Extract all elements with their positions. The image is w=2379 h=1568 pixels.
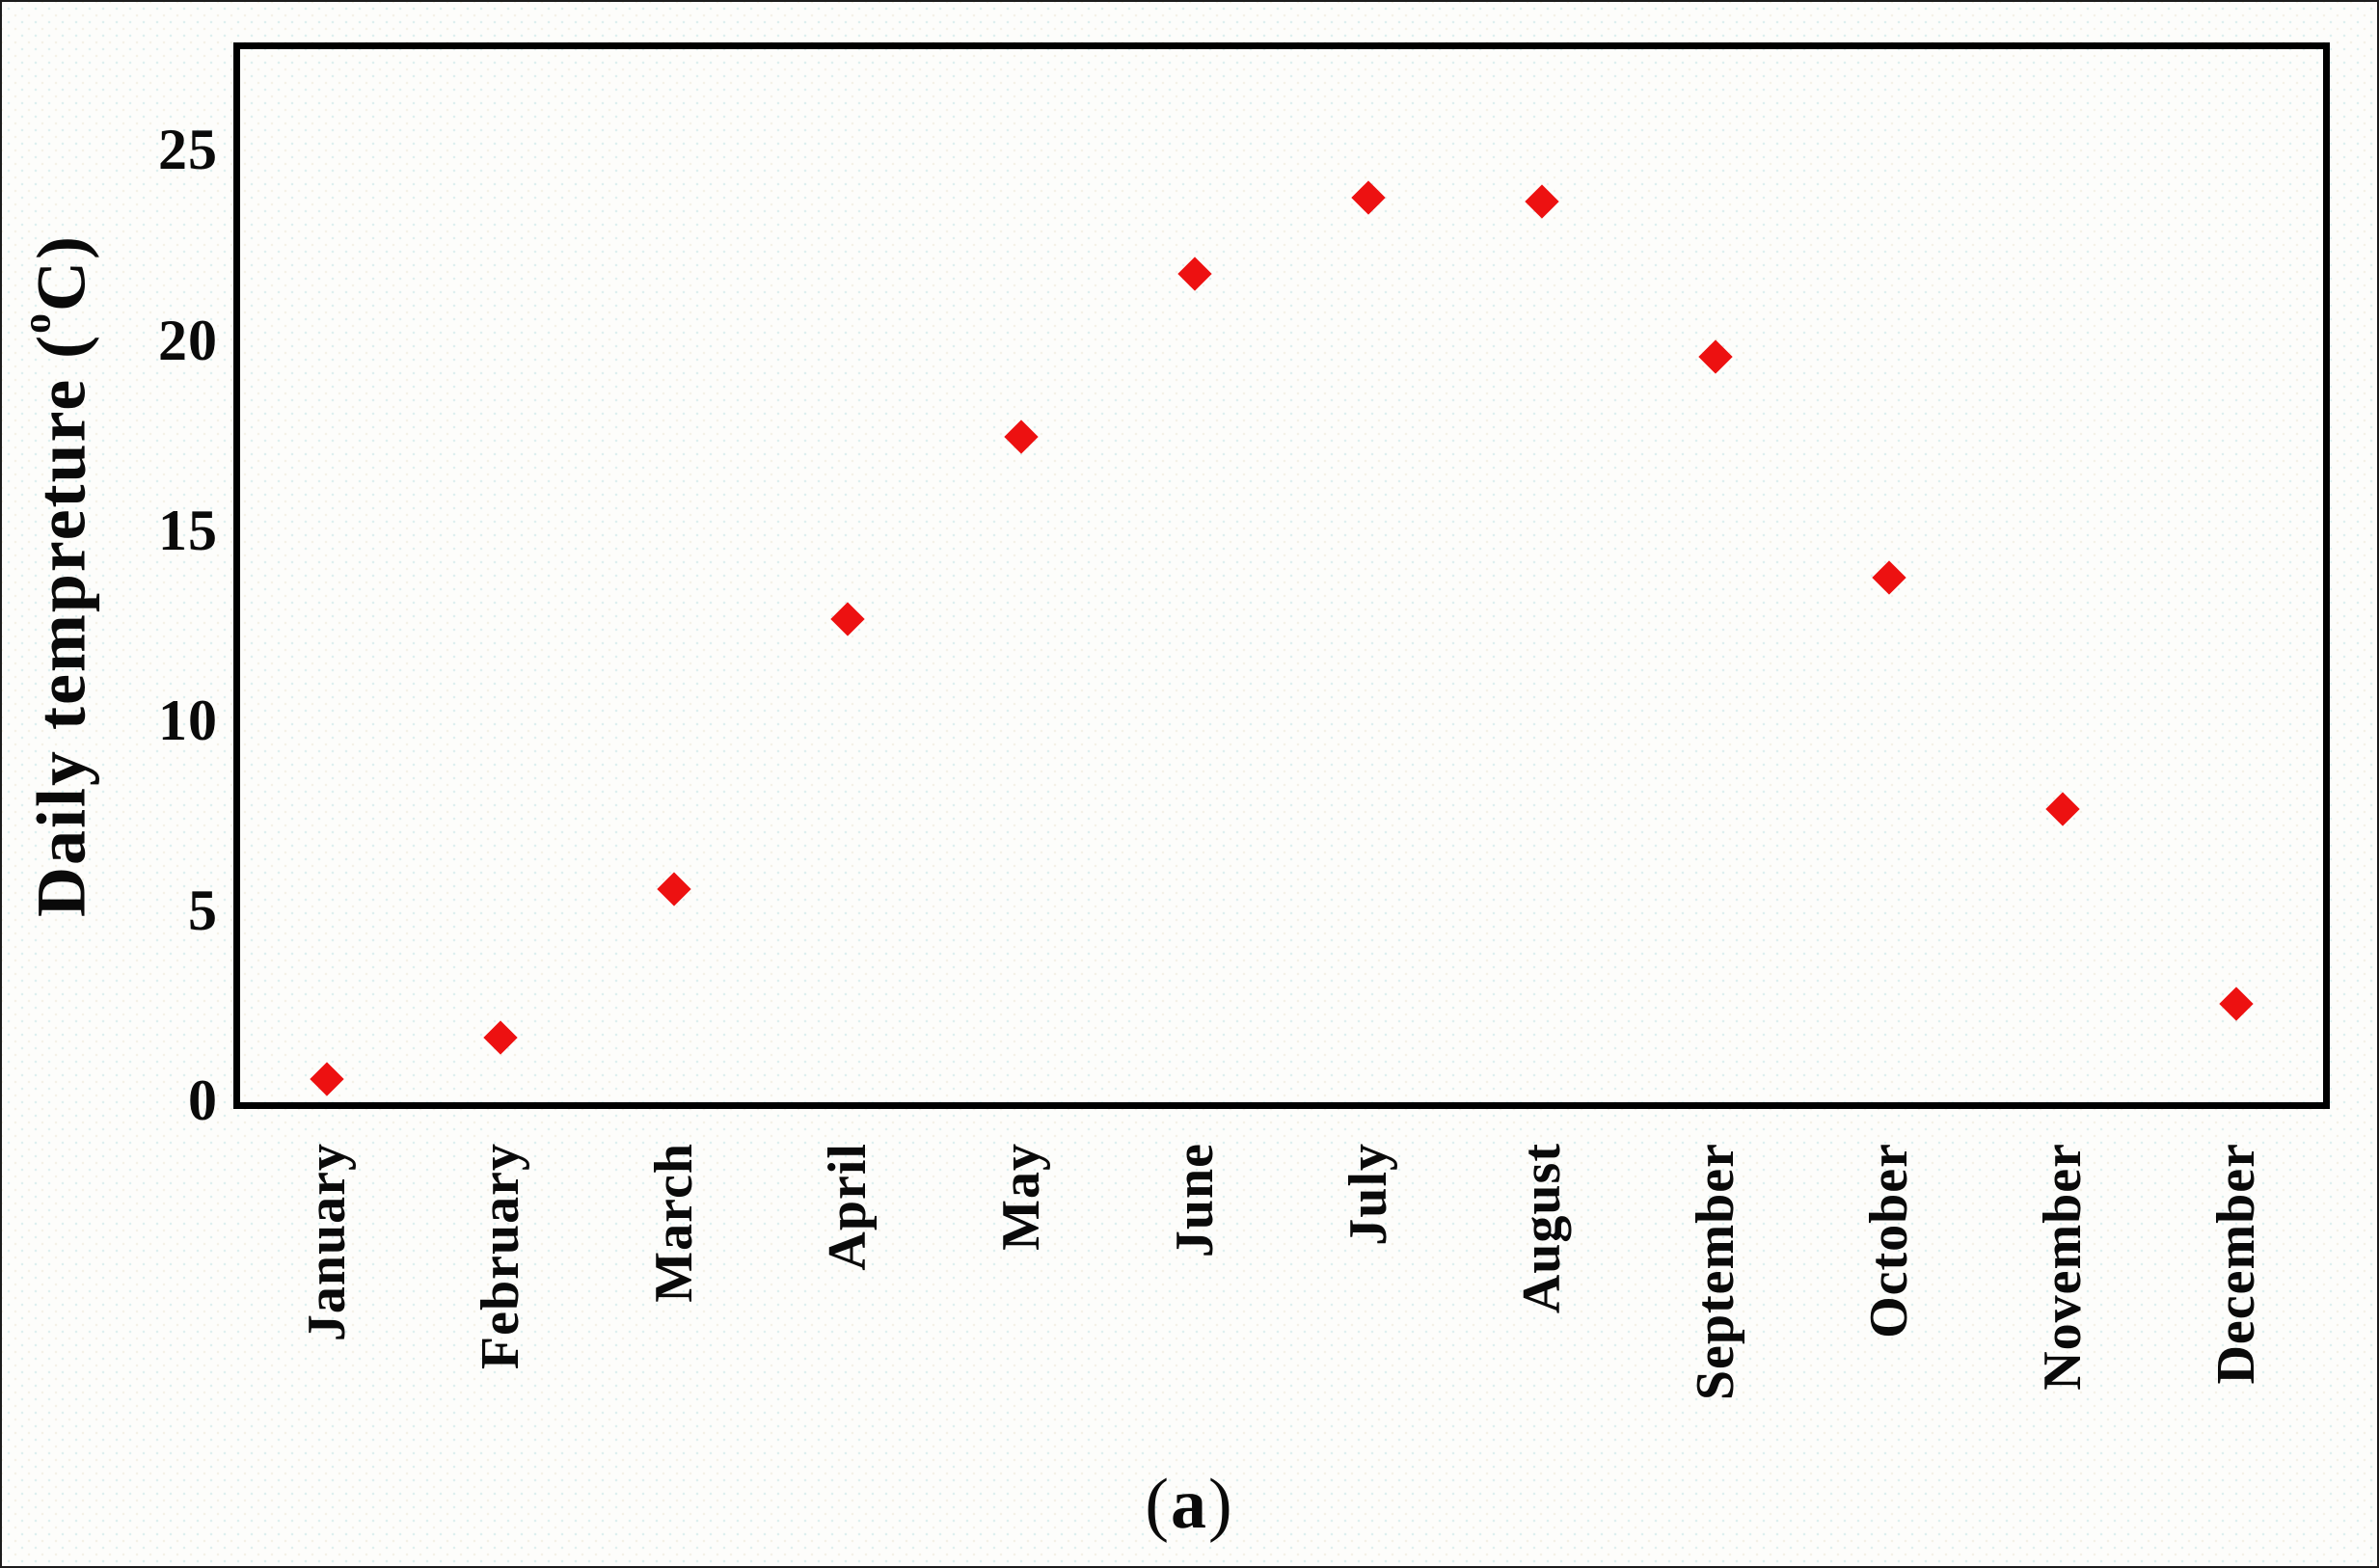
- x-tick-label-september: September: [1685, 1143, 1745, 1401]
- caption-close-paren: ): [1208, 1465, 1234, 1544]
- data-point-november: [2045, 792, 2080, 827]
- x-tick-label-december: December: [2205, 1143, 2266, 1385]
- data-point-december: [2219, 986, 2254, 1021]
- y-tick-label-5: 5: [188, 878, 218, 942]
- y-tick-label-15: 15: [158, 498, 218, 562]
- data-point-april: [830, 602, 865, 637]
- figure-caption: (a): [2, 1464, 2377, 1546]
- y-tick-label-20: 20: [158, 308, 218, 372]
- data-point-august: [1525, 184, 1559, 219]
- y-tick-label-0: 0: [188, 1068, 218, 1133]
- data-point-february: [483, 1020, 518, 1055]
- x-tick-label-may: May: [990, 1143, 1051, 1251]
- data-point-july: [1351, 180, 1386, 215]
- data-point-september: [1698, 339, 1733, 374]
- data-point-june: [1177, 256, 1212, 291]
- plot-frame: [233, 42, 2330, 1109]
- data-point-october: [1872, 560, 1906, 595]
- caption-letter: a: [1171, 1465, 1208, 1544]
- x-tick-label-january: January: [296, 1143, 357, 1342]
- x-axis-ticks: January February March April May June July Augu…: [240, 1143, 2323, 1461]
- x-tick-label-august: August: [1511, 1143, 1572, 1314]
- y-axis-ticks: 0 5 10 15 20 25: [2, 49, 218, 1133]
- x-tick-label-march: March: [643, 1143, 704, 1303]
- y-tick-label-10: 10: [158, 688, 218, 752]
- data-point-may: [1004, 419, 1039, 454]
- plot-area: [240, 49, 2323, 1102]
- x-tick-label-june: June: [1164, 1143, 1225, 1258]
- data-point-march: [657, 872, 691, 906]
- x-tick-label-november: November: [2032, 1143, 2093, 1391]
- data-point-january: [310, 1062, 344, 1097]
- x-tick-label-july: July: [1338, 1143, 1398, 1246]
- x-tick-label-october: October: [1858, 1143, 1919, 1338]
- x-tick-label-february: February: [470, 1143, 530, 1370]
- y-tick-label-25: 25: [158, 118, 218, 182]
- caption-open-paren: (: [1145, 1465, 1171, 1544]
- x-tick-label-april: April: [817, 1143, 878, 1271]
